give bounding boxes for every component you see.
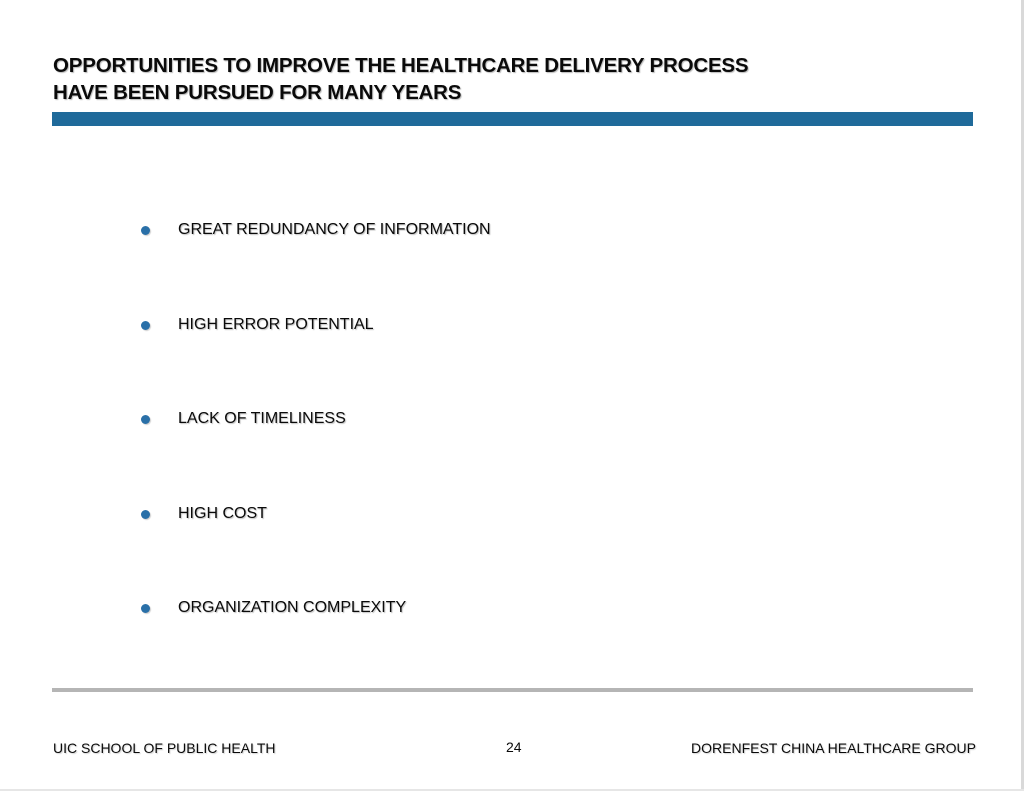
- footer-divider: [52, 688, 973, 692]
- bullet-text: HIGH ERROR POTENTIAL: [178, 315, 374, 333]
- bullet-dot-icon: [141, 604, 150, 613]
- slide-title: OPPORTUNITIES TO IMPROVE THE HEALTHCARE …: [53, 52, 953, 106]
- footer-organization: UIC SCHOOL OF PUBLIC HEALTH: [53, 740, 276, 756]
- slide-edge-right: [1021, 0, 1024, 791]
- bullet-text: GREAT REDUNDANCY OF INFORMATION: [178, 221, 491, 238]
- title-accent-bar: [52, 112, 973, 126]
- bullet-dot-icon: [141, 320, 150, 330]
- bullet-dot-icon: [141, 226, 150, 235]
- bullet-dot-icon: [141, 509, 150, 519]
- bullet-dot-icon: [141, 415, 150, 424]
- slide-title-line-2: HAVE BEEN PURSUED FOR MANY YEARS: [53, 81, 462, 104]
- slide-edge-bottom: [0, 789, 1024, 791]
- bullet-text: ORGANIZATION COMPLEXITY: [178, 599, 407, 616]
- bullet-text: HIGH COST: [178, 504, 267, 522]
- bullet-text: LACK OF TIMELINESS: [178, 410, 346, 427]
- page-number: 24: [506, 739, 522, 755]
- slide-title-line-1: OPPORTUNITIES TO IMPROVE THE HEALTHCARE …: [53, 54, 749, 77]
- footer-company: DORENFEST CHINA HEALTHCARE GROUP: [691, 740, 976, 756]
